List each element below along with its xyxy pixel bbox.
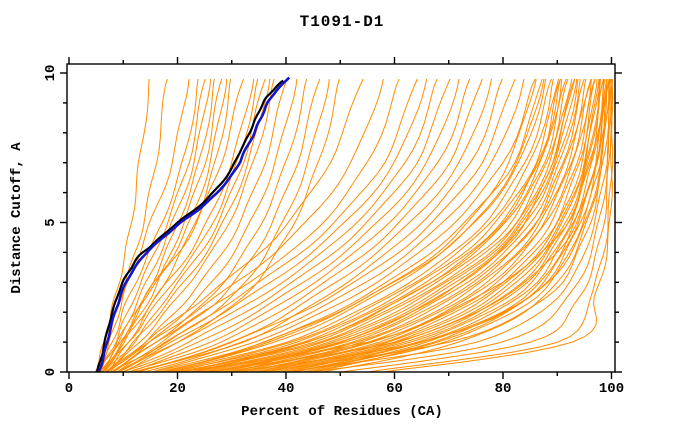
model-curve — [99, 78, 244, 373]
model-curve — [105, 78, 271, 373]
model-curve — [311, 78, 613, 373]
highlight-curve-black — [96, 79, 284, 373]
tick-labels: 0 20 40 60 80 100 0 5 10 — [43, 65, 624, 397]
model-curve — [101, 78, 215, 373]
model-curve — [102, 78, 228, 373]
model-curve — [132, 78, 492, 373]
model-curve — [295, 78, 608, 373]
model-curve — [367, 78, 614, 373]
model-curve — [160, 78, 547, 373]
model-curve — [221, 78, 585, 373]
model-curve — [257, 78, 598, 373]
model-curve — [216, 78, 575, 373]
model-curve — [143, 78, 525, 373]
chart-title: T1091-D1 — [300, 13, 385, 31]
model-curve — [128, 78, 483, 373]
highlight-curve-blue — [97, 76, 291, 373]
model-curve — [159, 78, 545, 373]
model-curve — [203, 78, 578, 373]
model-curve — [129, 78, 471, 373]
model-curve — [123, 78, 451, 373]
model-curve — [107, 78, 275, 373]
model-curve — [151, 78, 536, 373]
model-curve — [112, 78, 418, 373]
model-curve — [183, 78, 561, 373]
model-curve — [113, 78, 400, 373]
model-curve — [98, 78, 199, 373]
x-tick-label: 20 — [169, 381, 186, 397]
y-axis-label: Distance Cutoff, A — [9, 142, 25, 294]
model-curve — [291, 78, 605, 373]
model-curve — [167, 78, 552, 373]
model-curve — [238, 78, 592, 373]
model-curve — [122, 78, 460, 373]
x-tick-label: 80 — [495, 381, 512, 397]
x-axis-label: Percent of Residues (CA) — [241, 404, 443, 420]
model-curve — [254, 78, 596, 373]
model-curve — [118, 78, 438, 373]
model-curve — [192, 78, 573, 373]
model-curve — [303, 78, 608, 373]
plot-frame-and-ticks — [60, 57, 622, 379]
x-tick-label: 100 — [599, 381, 624, 397]
model-curve — [274, 78, 600, 373]
model-curves — [94, 76, 614, 373]
model-curve — [171, 78, 559, 373]
model-curve — [123, 78, 340, 373]
model-curve — [189, 78, 569, 373]
model-curve — [198, 78, 576, 373]
model-curve — [230, 78, 592, 373]
model-curve — [116, 78, 428, 373]
model-curve — [165, 78, 537, 373]
model-curve — [104, 78, 266, 373]
model-curve — [139, 78, 516, 373]
model-curve — [259, 78, 610, 373]
model-curve — [99, 78, 255, 373]
model-curve — [322, 78, 611, 373]
model-curve — [94, 78, 150, 373]
model-curve — [205, 78, 611, 373]
model-curve — [268, 78, 601, 373]
model-curve — [183, 78, 567, 373]
model-curve — [110, 78, 298, 373]
model-curve — [263, 78, 600, 373]
model-curve — [109, 78, 288, 373]
y-tick-label: 0 — [43, 368, 59, 376]
model-curve — [104, 78, 223, 373]
model-curve — [382, 78, 614, 373]
model-curve — [226, 78, 587, 373]
model-curve — [194, 78, 561, 373]
model-curve — [230, 78, 611, 373]
model-curve — [178, 78, 606, 373]
y-tick-label: 10 — [43, 65, 59, 82]
model-curve — [215, 78, 581, 373]
x-tick-label: 40 — [278, 381, 295, 397]
y-tick-label: 5 — [43, 218, 59, 226]
model-curve — [117, 78, 321, 373]
model-curve — [286, 78, 614, 373]
model-curve — [176, 78, 563, 373]
model-curve — [242, 78, 592, 373]
model-curve — [106, 78, 364, 373]
model-curve — [107, 78, 231, 373]
model-curve — [99, 78, 206, 373]
model-curve — [209, 78, 579, 373]
model-curve — [105, 78, 384, 373]
plot-frame — [66, 63, 616, 373]
x-tick-label: 0 — [65, 381, 73, 397]
x-tick-label: 60 — [386, 381, 403, 397]
model-curve — [248, 78, 596, 373]
model-curve — [172, 78, 554, 373]
